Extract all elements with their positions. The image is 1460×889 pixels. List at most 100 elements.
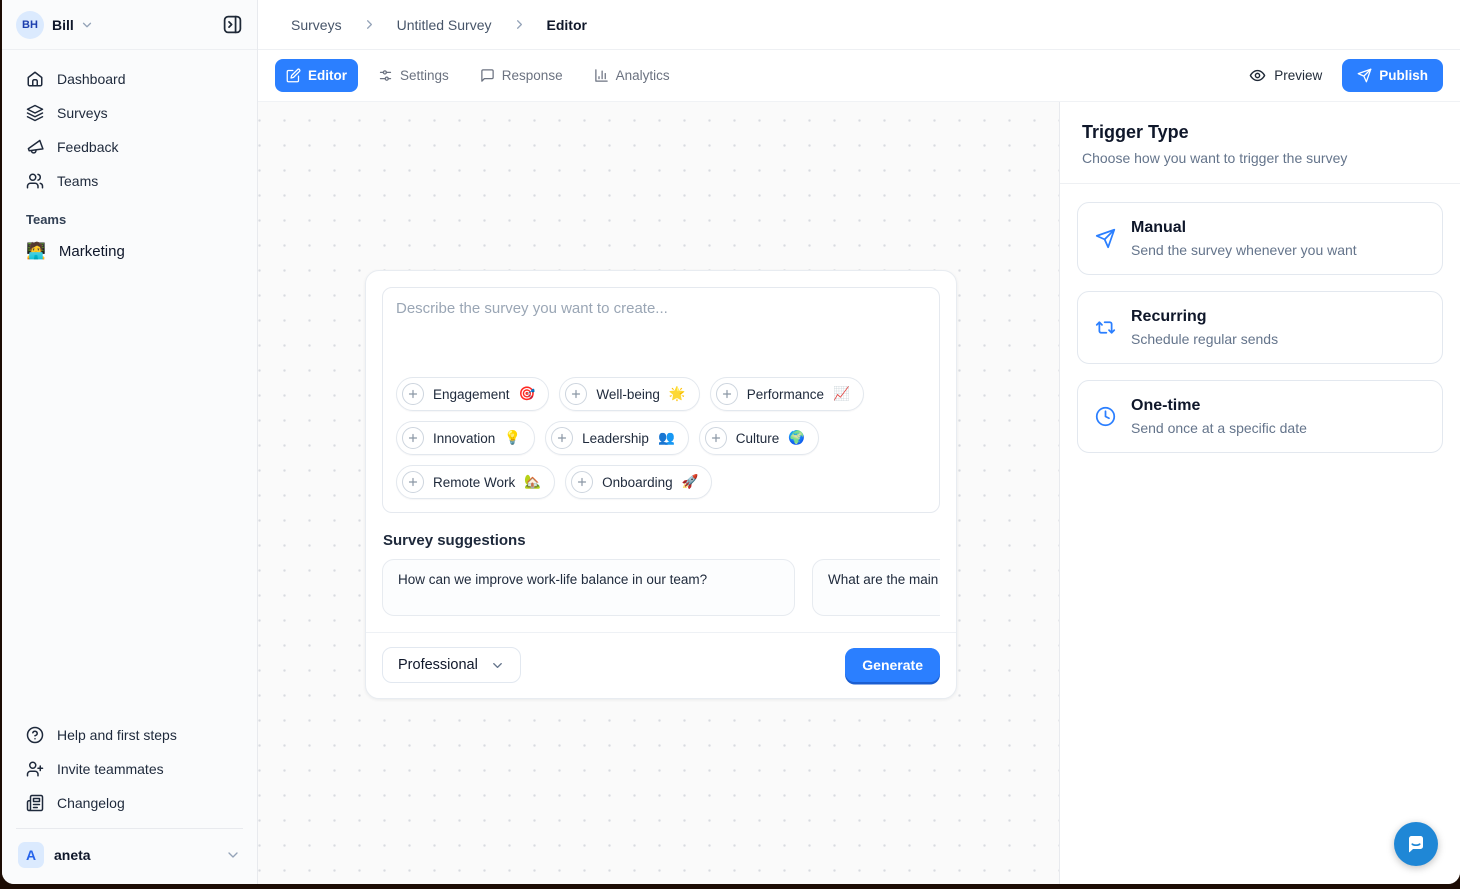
option-title: One-time [1131,397,1201,414]
tab-settings[interactable]: Settings [367,59,460,92]
sidebar-item-label: Changelog [57,795,125,811]
sidebar-item-invite[interactable]: Invite teammates [16,752,243,786]
tab-analytics[interactable]: Analytics [583,59,681,92]
tab-label: Editor [308,68,347,83]
breadcrumb-untitled-survey[interactable]: Untitled Survey [396,16,492,33]
sidebar-item-surveys[interactable]: Surveys [16,96,243,130]
collapse-sidebar-icon[interactable] [222,14,243,35]
chip-label: Engagement [433,386,510,402]
globe-emoji-icon: 🌍 [788,430,806,445]
chip-remote-work[interactable]: Remote Work 🏡 [396,465,556,499]
chip-label: Well-being [596,386,660,402]
org-switcher[interactable]: A aneta [2,829,257,884]
chip-label: Leadership [582,430,649,446]
tab-response[interactable]: Response [469,59,574,92]
editor-canvas: Engagement 🎯 Well-being 🌟 Performance 📈 [258,102,1059,884]
help-circle-icon [26,726,44,744]
chip-label: Performance [746,386,825,402]
chat-bubble-icon [1404,832,1428,856]
trigger-option-recurring[interactable]: Recurring Schedule regular sends [1077,291,1443,364]
chevron-down-icon [80,18,94,32]
chevron-right-icon [512,17,527,32]
breadcrumb-editor: Editor [546,16,587,33]
home-icon [26,70,44,88]
chip-well-being[interactable]: Well-being 🌟 [559,377,700,411]
sidebar-item-feedback[interactable]: Feedback [16,130,243,164]
plus-icon [704,427,727,449]
chip-label: Onboarding [602,474,673,490]
technologist-emoji-icon: 🧑‍💻 [26,243,46,260]
org-avatar: A [18,842,44,868]
editor-toolbar: Editor Settings Response Analytics [258,50,1460,102]
preview-button[interactable]: Preview [1249,67,1322,84]
chip-onboarding[interactable]: Onboarding 🚀 [565,465,713,499]
target-emoji-icon: 🎯 [518,386,536,401]
chevron-right-icon [362,17,377,32]
message-square-icon [480,68,495,83]
composer-footer: Professional Generate [366,632,956,698]
plus-icon [402,383,424,405]
sidebar-item-label: Feedback [57,139,119,155]
option-description: Schedule regular sends [1131,331,1279,347]
sidebar-item-marketing[interactable]: 🧑‍💻 Marketing [16,233,243,269]
toolbar-right: Preview Publish [1249,59,1443,92]
plus-icon [402,471,424,493]
tab-label: Response [501,68,563,83]
rocket-emoji-icon: 🚀 [681,474,699,489]
chevron-down-icon [225,847,241,863]
megaphone-icon [26,138,44,156]
sidebar-item-help[interactable]: Help and first steps [16,718,243,752]
breadcrumb-surveys[interactable]: Surveys [291,16,342,33]
tab-editor[interactable]: Editor [275,59,358,92]
trigger-option-one-time[interactable]: One-time Send once at a specific date [1077,380,1443,453]
chart-emoji-icon: 📈 [833,386,850,401]
sidebar-header: BH Bill [2,0,257,50]
eye-icon [1249,67,1266,84]
user-name[interactable]: Bill [52,16,74,33]
sidebar-item-teams[interactable]: Teams [16,164,243,198]
panel-title: Trigger Type [1082,122,1189,142]
prompt-box: Engagement 🎯 Well-being 🌟 Performance 📈 [382,287,940,513]
sidebar-item-label: Teams [57,173,99,189]
chip-leadership[interactable]: Leadership 👥 [545,421,689,455]
chip-engagement[interactable]: Engagement 🎯 [396,377,550,411]
sidebar-footer: Help and first steps Invite teammates Ch… [2,712,257,820]
chip-innovation[interactable]: Innovation 💡 [396,421,536,455]
toolbar-tabs: Editor Settings Response Analytics [275,59,681,92]
suggestion-card[interactable]: What are the main ob [812,559,940,616]
survey-composer-card: Engagement 🎯 Well-being 🌟 Performance 📈 [365,270,957,699]
chip-label: Culture [735,430,780,446]
sidebar-item-label: Dashboard [57,71,126,87]
plus-icon [565,383,588,405]
plus-icon [402,427,424,449]
bulb-emoji-icon: 💡 [504,430,522,445]
user-plus-icon [26,760,44,778]
chip-culture[interactable]: Culture 🌍 [698,421,820,455]
avatar[interactable]: BH [16,10,44,39]
users-icon [26,172,44,190]
breadcrumb: Surveys Untitled Survey Editor [258,0,1460,50]
team-item-label: Marketing [58,242,125,260]
sidebar-item-changelog[interactable]: Changelog [16,786,243,820]
sliders-icon [378,68,393,83]
clock-icon [1095,406,1116,427]
trigger-option-manual[interactable]: Manual Send the survey whenever you want [1077,202,1443,275]
suggestion-card[interactable]: How can we improve work-life balance in … [382,559,795,616]
repeat-icon [1095,317,1116,338]
newspaper-icon [26,794,44,812]
option-title: Manual [1131,219,1187,236]
suggestions-row: How can we improve work-life balance in … [382,559,940,616]
sidebar-item-dashboard[interactable]: Dashboard [16,62,243,96]
publish-button[interactable]: Publish [1342,59,1443,92]
chip-performance[interactable]: Performance 📈 [709,377,864,411]
chat-launcher-button[interactable] [1394,822,1438,866]
send-icon [1095,228,1116,249]
option-description: Send once at a specific date [1131,420,1307,436]
sidebar: BH Bill Dashboard Surveys [2,0,258,884]
survey-description-input[interactable] [396,300,926,366]
tone-select[interactable]: Professional [382,647,521,683]
generate-button[interactable]: Generate [845,648,940,682]
busts-emoji-icon: 👥 [657,430,675,445]
edit-icon [286,68,301,83]
